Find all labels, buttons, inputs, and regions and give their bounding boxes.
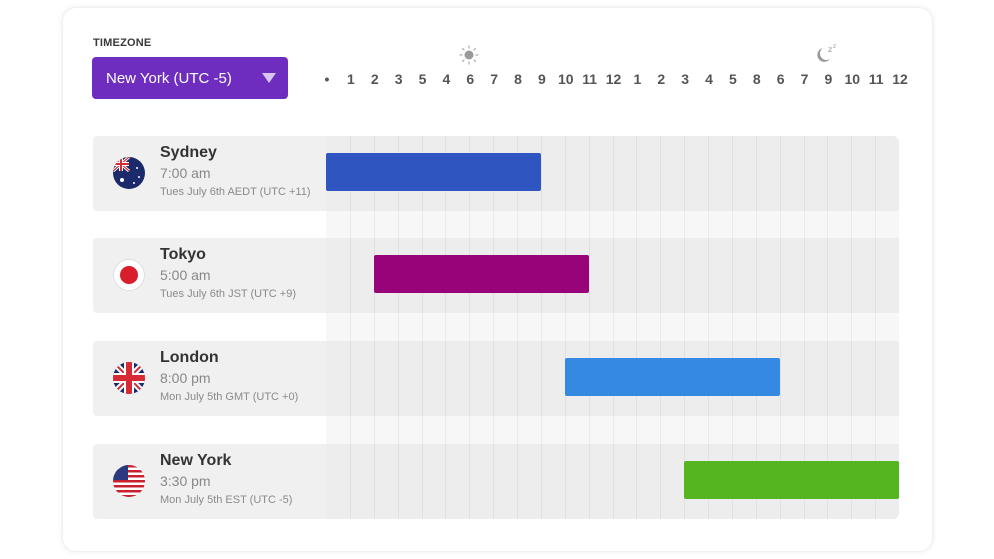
city-time: 5:00 am [160,267,211,283]
hour-label: 3 [681,71,690,87]
grid-line [517,136,518,519]
hour-label: 6 [776,71,785,87]
city-time: 8:00 pm [160,370,211,386]
hour-label: 2 [657,71,666,87]
time-range-bar[interactable] [564,358,780,396]
grid-line [421,136,423,519]
australia-flag-icon [113,157,145,189]
hour-label: 6 [466,71,475,87]
hour-label: 12 [892,71,908,87]
row-gap [326,416,899,444]
time-range-bar[interactable] [326,153,541,191]
hour-label: 8 [514,71,522,87]
triangle-down-icon [262,73,276,83]
japan-flag-icon [113,259,145,291]
svg-text:z: z [833,43,836,50]
city-date: Mon July 5th GMT (UTC +0) [160,391,299,403]
city-time: 3:30 pm [160,473,211,489]
hour-label: • [324,71,330,87]
sun-icon [459,45,479,65]
time-range-bar[interactable] [373,255,589,293]
timezone-select-value: New York (UTC -5) [106,69,232,87]
grid-line [875,136,877,519]
hour-label: 12 [605,71,622,87]
hour-label: 1 [346,71,355,87]
hour-label: 10 [844,71,861,87]
city-row-new-york: New York 3:30 pm Mon July 5th EST (UTC -… [93,444,326,519]
grid-line [779,136,781,519]
grid-line [373,136,375,519]
city-name: London [160,349,219,366]
hour-label: 5 [418,71,427,87]
grid-line [397,136,399,519]
grid-line [612,136,614,519]
grid-line [755,136,757,519]
grid-line [349,136,351,519]
hour-label: 7 [800,71,809,87]
hour-label: 3 [394,71,403,87]
city-row-tokyo: Tokyo 5:00 am Tues July 6th JST (UTC +9) [93,238,326,313]
timezone-label: TIMEZONE [93,37,152,49]
grid-line [636,136,638,519]
grid-line [588,136,590,519]
hour-label: 11 [582,71,598,87]
uk-flag-icon [113,362,145,394]
hour-label: 9 [824,71,833,87]
city-time: 7:00 am [160,165,211,181]
time-range-bar[interactable] [684,461,899,499]
city-row-london: London 8:00 pm Mon July 5th GMT (UTC +0) [93,341,326,416]
city-name: New York [160,452,232,469]
grid-line [708,136,709,519]
svg-text:z: z [828,45,832,54]
grid-line [469,136,471,519]
hour-label: 10 [557,71,574,87]
hour-label: 4 [705,71,713,87]
us-flag-icon [113,465,145,497]
city-date: Mon July 5th EST (UTC -5) [160,494,293,506]
hour-axis: • 1 2 3 5 4 6 7 8 9 10 11 12 1 2 3 4 5 8 6 7 9 10 11 12 [324,71,908,91]
hour-label: 4 [442,71,451,87]
hour-label: 9 [537,71,546,87]
city-name: Tokyo [160,246,206,263]
hour-label: 2 [370,71,379,87]
grid-line [564,136,566,519]
row-gap [326,313,899,341]
moon-sleep-icon: z z [817,43,836,62]
grid-line [851,136,853,519]
city-date: Tues July 6th JST (UTC +9) [160,288,297,300]
hour-label: 11 [868,71,884,87]
timezone-select[interactable]: New York (UTC -5) [92,57,288,99]
hour-label: 1 [633,71,642,87]
grid-line [660,136,662,519]
hour-label: 7 [490,71,499,87]
hour-label: 5 [728,71,737,87]
hour-label: 8 [752,71,761,87]
grid-line [445,136,447,519]
grid-line [803,136,805,519]
city-name: Sydney [160,144,217,161]
row-gap [326,211,899,238]
grid-line [540,136,542,519]
grid-line [684,136,686,519]
city-date: Tues July 6th AEDT (UTC +11) [160,186,311,198]
grid-line [827,136,829,519]
city-row-sydney: Sydney 7:00 am Tues July 6th AEDT (UTC +… [93,136,326,211]
grid-line [731,136,733,519]
timeline-grid [326,136,899,519]
grid-line [493,136,495,519]
